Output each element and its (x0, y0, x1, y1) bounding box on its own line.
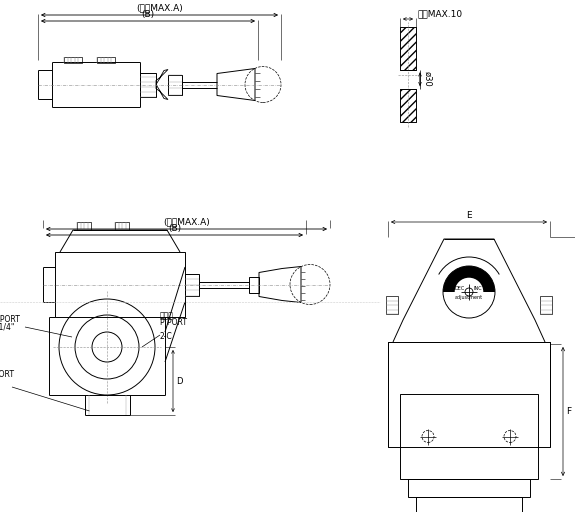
Text: D: D (176, 376, 182, 386)
Text: (最大MAX.A): (最大MAX.A) (163, 218, 210, 226)
Bar (540, 296, 552, 314)
Circle shape (455, 278, 484, 306)
Bar (77, 222, 91, 230)
Text: 2-C: 2-C (160, 332, 172, 341)
Text: P PORT: P PORT (160, 318, 187, 327)
Bar (249, 276, 259, 292)
Bar (168, 75, 182, 95)
Wedge shape (444, 292, 494, 317)
Text: (B): (B) (168, 224, 181, 232)
Wedge shape (443, 266, 495, 292)
Bar (386, 296, 398, 314)
Text: 圧力口: 圧力口 (160, 311, 174, 320)
Text: adjustment: adjustment (455, 295, 483, 301)
Text: PT 1/4": PT 1/4" (0, 323, 14, 332)
Bar (408, 479, 530, 497)
Bar (388, 342, 550, 447)
Bar (400, 27, 416, 70)
Bar (400, 27, 416, 70)
Bar (400, 89, 416, 122)
Bar (416, 497, 522, 512)
Text: 最大MAX.10: 最大MAX.10 (418, 9, 463, 18)
Text: DEC: DEC (455, 286, 465, 290)
Bar (55, 252, 185, 317)
Text: ø30: ø30 (423, 71, 432, 87)
Text: PG PORT: PG PORT (0, 315, 20, 324)
Text: (B): (B) (141, 10, 155, 18)
Text: T PORT: T PORT (0, 370, 14, 379)
Bar (400, 394, 538, 479)
Bar (140, 73, 156, 96)
Bar (115, 222, 129, 230)
Text: INC: INC (474, 286, 482, 290)
Text: F: F (566, 407, 571, 416)
Text: E: E (466, 211, 472, 220)
Bar (64, 57, 82, 63)
Text: 測圧口: 測圧口 (0, 308, 1, 317)
Bar (185, 273, 199, 295)
Text: (最大MAX.A): (最大MAX.A) (136, 4, 183, 12)
Bar (97, 57, 115, 63)
Bar (400, 89, 416, 122)
Text: 回油口: 回油口 (0, 363, 1, 372)
